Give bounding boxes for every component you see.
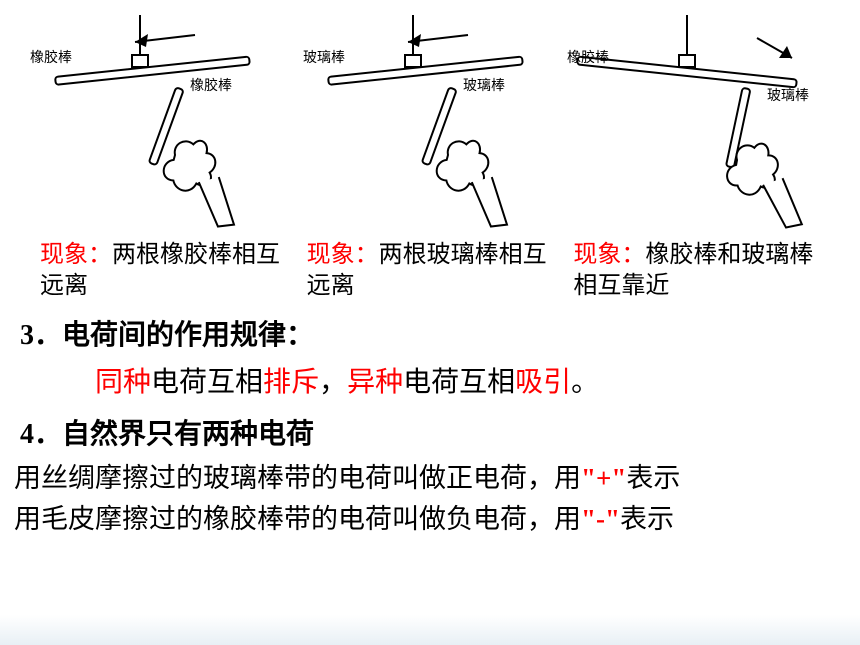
- positive-charge-line: 用丝绸摩擦过的玻璃棒带的电荷叫做正电荷，用"+"表示: [0, 458, 860, 500]
- section-4: 4．自然界只有两种电荷: [0, 407, 860, 458]
- d1-held-label: 橡胶棒: [190, 77, 232, 94]
- diagram-2-svg: 玻璃棒 玻璃棒: [293, 10, 563, 235]
- rule-p5: 异种: [347, 367, 403, 398]
- d2-held-label: 玻璃棒: [463, 77, 505, 94]
- rule-p4: ，: [319, 367, 347, 398]
- d3-suspended-label: 橡胶棒: [567, 49, 609, 66]
- d2-suspended-label: 玻璃棒: [303, 49, 345, 66]
- line2-c: 表示: [620, 504, 674, 534]
- bottom-gradient: [0, 615, 860, 645]
- rule-p8: 。: [571, 367, 599, 398]
- section-3: 3．电荷间的作用规律： 同种电荷互相排斥，异种电荷互相吸引。: [0, 302, 860, 406]
- line1-a: 用丝绸摩擦过的玻璃棒带的电荷叫做正电荷，用: [14, 463, 581, 493]
- diagrams-row: 橡胶棒 橡胶棒 玻璃棒 玻璃棒: [0, 0, 860, 235]
- phenomenon-1: 现象：两根橡胶棒相互远离: [30, 240, 297, 302]
- phenomenon-2-label: 现象：: [307, 242, 379, 268]
- section-3-heading: 3．电荷间的作用规律：: [20, 314, 840, 359]
- negative-charge-line: 用毛皮摩擦过的橡胶棒带的电荷叫做负电荷，用"-"表示: [0, 499, 860, 541]
- diagram-3: 橡胶棒 玻璃棒: [567, 10, 840, 235]
- phenomenon-3-label: 现象：: [573, 242, 645, 268]
- phenomenon-2: 现象：两根玻璃棒相互远离: [297, 240, 564, 302]
- phenomenon-3: 现象：橡胶棒和玻璃棒相互靠近: [563, 240, 830, 302]
- rule-p7: 吸引: [515, 367, 571, 398]
- diagram-3-svg: 橡胶棒 玻璃棒: [567, 10, 837, 235]
- diagram-1: 橡胶棒 橡胶棒: [20, 10, 293, 235]
- rule-p1: 同种: [95, 367, 151, 398]
- diagram-1-svg: 橡胶棒 橡胶棒: [20, 10, 290, 235]
- rule-p6: 电荷互相: [403, 367, 515, 398]
- rule-p2: 电荷互相: [151, 367, 263, 398]
- line2-b: "-": [581, 504, 620, 534]
- d1-suspended-label: 橡胶棒: [30, 49, 72, 66]
- phenomenon-1-label: 现象：: [40, 242, 112, 268]
- line2-a: 用毛皮摩擦过的橡胶棒带的电荷叫做负电荷，用: [14, 504, 581, 534]
- line1-c: 表示: [626, 463, 680, 493]
- section-4-heading: 4．自然界只有两种电荷: [20, 413, 840, 458]
- rule-p3: 排斥: [263, 367, 319, 398]
- line1-b: "+": [581, 463, 626, 493]
- d3-held-label: 玻璃棒: [767, 87, 809, 104]
- diagram-2: 玻璃棒 玻璃棒: [293, 10, 566, 235]
- phenomena-row: 现象：两根橡胶棒相互远离 现象：两根玻璃棒相互远离 现象：橡胶棒和玻璃棒相互靠近: [0, 240, 860, 302]
- charge-rule: 同种电荷互相排斥，异种电荷互相吸引。: [20, 359, 840, 407]
